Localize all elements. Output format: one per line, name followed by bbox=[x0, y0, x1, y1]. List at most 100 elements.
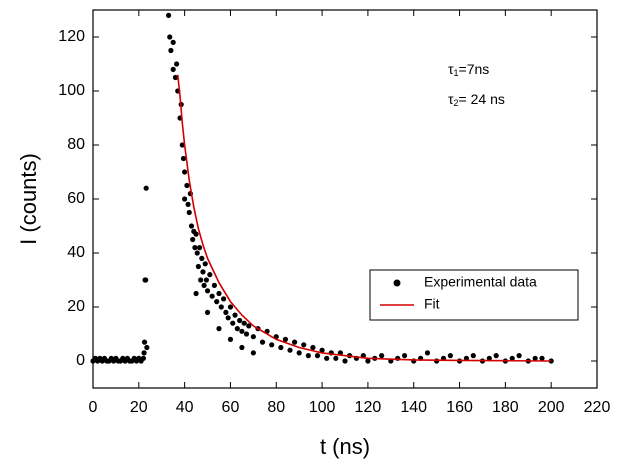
x-tick-label: 80 bbox=[267, 399, 285, 416]
data-point bbox=[447, 353, 453, 359]
y-tick-label: 20 bbox=[67, 298, 85, 315]
data-point bbox=[179, 142, 185, 148]
data-point bbox=[342, 358, 348, 364]
x-tick-label: 140 bbox=[400, 399, 427, 416]
legend-label: Experimental data bbox=[424, 274, 537, 290]
x-tick-label: 0 bbox=[89, 399, 98, 416]
annotation-subscript: 2 bbox=[454, 98, 459, 108]
data-point bbox=[509, 355, 515, 361]
y-tick-label: 40 bbox=[67, 244, 85, 261]
y-tick-label: 60 bbox=[67, 190, 85, 207]
y-tick-label: 120 bbox=[58, 28, 85, 45]
data-point bbox=[200, 269, 206, 275]
data-point bbox=[140, 355, 146, 361]
annotation: τ2= 24 ns bbox=[448, 91, 505, 109]
x-tick-label: 220 bbox=[584, 399, 611, 416]
data-point bbox=[144, 344, 150, 351]
y-tick-label: 0 bbox=[76, 352, 85, 369]
data-point bbox=[250, 334, 256, 340]
data-point bbox=[241, 320, 247, 326]
annotation: τ1=7ns bbox=[448, 61, 489, 79]
data-point bbox=[319, 347, 325, 353]
data-point bbox=[301, 342, 307, 348]
x-tick-label: 40 bbox=[176, 399, 194, 416]
data-point bbox=[143, 277, 149, 283]
data-point bbox=[216, 290, 222, 297]
data-point bbox=[182, 196, 188, 202]
data-point bbox=[204, 309, 211, 315]
data-point bbox=[143, 185, 149, 191]
data-point bbox=[182, 169, 188, 175]
data-point bbox=[234, 326, 240, 332]
annotation-text: = 24 ns bbox=[459, 91, 505, 107]
data-point bbox=[223, 309, 229, 315]
data-point bbox=[239, 344, 245, 351]
x-tick-label: 200 bbox=[538, 399, 565, 416]
data-point bbox=[180, 155, 187, 162]
data-point bbox=[201, 282, 207, 288]
data-point bbox=[463, 355, 470, 361]
data-point bbox=[310, 344, 316, 351]
data-point bbox=[493, 353, 499, 359]
data-point bbox=[424, 350, 431, 356]
x-tick-label: 100 bbox=[309, 399, 336, 416]
data-point bbox=[193, 231, 199, 237]
x-tick-label: 60 bbox=[222, 399, 240, 416]
data-point bbox=[365, 358, 371, 364]
data-point bbox=[379, 353, 385, 359]
data-point bbox=[239, 328, 245, 334]
data-point bbox=[296, 350, 302, 356]
data-point bbox=[227, 336, 234, 342]
data-point bbox=[230, 320, 236, 326]
data-point bbox=[196, 245, 203, 251]
data-point bbox=[172, 74, 179, 81]
data-point bbox=[314, 353, 321, 359]
x-tick-label: 20 bbox=[130, 399, 148, 416]
annotation-text: =7ns bbox=[459, 61, 490, 77]
annotation-symbol: τ bbox=[448, 91, 454, 107]
data-point bbox=[204, 288, 211, 294]
data-point bbox=[333, 355, 339, 361]
data-point bbox=[305, 353, 311, 359]
legend-marker bbox=[393, 279, 401, 287]
data-point bbox=[168, 47, 174, 54]
data-point bbox=[259, 339, 266, 345]
data-point bbox=[203, 277, 209, 283]
data-point bbox=[292, 339, 298, 345]
x-tick-label: 180 bbox=[492, 399, 519, 416]
data-point bbox=[278, 344, 284, 351]
legend-box bbox=[369, 269, 579, 321]
data-point bbox=[232, 312, 238, 318]
data-point bbox=[186, 209, 192, 216]
x-tick-label: 160 bbox=[446, 399, 473, 416]
data-point bbox=[211, 282, 218, 288]
plot-frame bbox=[92, 9, 598, 389]
data-point bbox=[209, 293, 215, 299]
data-point bbox=[214, 299, 220, 305]
x-tick-label: 120 bbox=[355, 399, 382, 416]
data-point bbox=[287, 347, 293, 353]
data-point bbox=[269, 342, 275, 348]
y-tick-label: 80 bbox=[67, 136, 85, 153]
data-point bbox=[167, 34, 173, 40]
data-point bbox=[237, 317, 243, 324]
x-axis-label: t (ns) bbox=[320, 434, 370, 459]
data-point bbox=[548, 358, 554, 364]
data-point bbox=[166, 12, 172, 18]
data-point bbox=[192, 245, 198, 251]
legend-label: Fit bbox=[424, 296, 440, 312]
data-point bbox=[216, 326, 222, 332]
data-point bbox=[141, 350, 147, 356]
data-point bbox=[199, 255, 205, 261]
data-point bbox=[188, 223, 195, 229]
data-point bbox=[227, 304, 234, 310]
data-point bbox=[190, 236, 196, 243]
data-point bbox=[218, 304, 224, 310]
data-point bbox=[202, 261, 208, 267]
data-point bbox=[174, 61, 180, 67]
annotation-symbol: τ bbox=[448, 61, 454, 77]
data-point bbox=[170, 66, 176, 72]
data-point bbox=[401, 353, 408, 359]
data-point bbox=[195, 263, 201, 270]
